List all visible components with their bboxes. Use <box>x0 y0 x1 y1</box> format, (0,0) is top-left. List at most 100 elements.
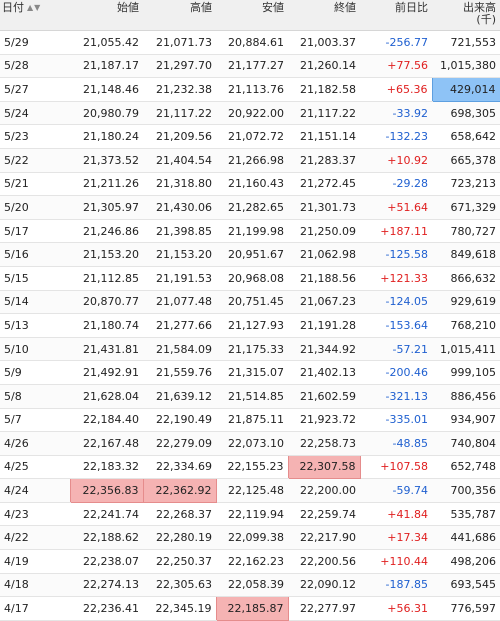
cell-close: 22,259.74 <box>288 502 360 527</box>
cell-date: 4/19 <box>0 549 70 574</box>
column-header-low: 安値 <box>216 0 288 31</box>
cell-open: 21,112.85 <box>70 266 143 291</box>
cell-low: 21,282.65 <box>216 195 288 220</box>
cell-close: 22,307.58 <box>287 454 361 480</box>
cell-date: 5/22 <box>0 148 70 173</box>
cell-date: 5/17 <box>0 219 70 244</box>
cell-change: +10.92 <box>360 148 432 173</box>
column-header-close: 終値 <box>288 0 360 31</box>
cell-date: 5/13 <box>0 313 70 338</box>
cell-open: 21,148.46 <box>70 77 143 102</box>
cell-close: 22,217.90 <box>288 525 360 551</box>
cell-volume: 698,305 <box>432 101 500 126</box>
cell-date: 4/18 <box>0 573 70 598</box>
cell-open: 22,274.13 <box>70 573 143 598</box>
cell-close: 21,301.73 <box>288 195 360 220</box>
cell-high: 21,404.54 <box>143 148 216 173</box>
cell-low: 22,125.48 <box>216 478 288 503</box>
cell-high: 21,398.85 <box>143 219 216 244</box>
cell-change: +56.31 <box>360 596 432 621</box>
cell-change: -33.92 <box>360 101 432 126</box>
cell-close: 21,188.56 <box>288 266 360 291</box>
cell-date: 5/15 <box>0 266 70 291</box>
cell-change: +41.84 <box>360 502 432 527</box>
column-header-open: 始値 <box>70 0 143 31</box>
cell-close: 21,067.23 <box>288 290 360 315</box>
table-row: 4/26 22,167.48 22,279.09 22,073.10 22,258.73… <box>0 431 500 456</box>
cell-high: 22,334.69 <box>143 455 216 480</box>
cell-change: +121.33 <box>360 266 432 291</box>
table-row: 4/19 22,238.07 22,250.37 22,162.23 22,200.56… <box>0 549 500 574</box>
cell-high: 22,250.37 <box>143 549 216 574</box>
cell-change: +107.58 <box>360 455 432 480</box>
cell-change: -256.77 <box>360 30 432 55</box>
table-row: 4/24 22,356.83 22,362.92 22,125.48 22,200.00… <box>0 478 500 503</box>
cell-open: 21,180.24 <box>70 124 143 149</box>
cell-date: 5/8 <box>0 384 70 409</box>
cell-low: 22,119.94 <box>216 502 288 527</box>
sort-arrows-icon[interactable]: ▲▼ <box>27 3 42 12</box>
cell-date: 5/20 <box>0 195 70 220</box>
cell-high: 21,430.06 <box>143 195 216 220</box>
cell-low: 21,315.07 <box>216 360 288 385</box>
cell-volume: 441,686 <box>432 525 500 551</box>
cell-high: 21,191.53 <box>143 266 216 291</box>
cell-open: 20,980.79 <box>70 101 143 126</box>
table-row: 4/22 22,188.62 22,280.19 22,099.38 22,217.90… <box>0 525 500 551</box>
cell-high: 22,305.63 <box>143 573 216 598</box>
cell-high: 21,153.20 <box>143 242 216 267</box>
cell-change: +110.44 <box>360 549 432 574</box>
column-header-date[interactable]: 日付 ▲▼ <box>0 0 70 31</box>
column-header-change-label: 前日比 <box>395 1 428 14</box>
cell-change: +187.11 <box>360 219 432 244</box>
table-row: 5/28 21,187.17 21,297.70 21,177.27 21,260.14… <box>0 54 500 79</box>
cell-low: 21,113.76 <box>216 77 288 102</box>
column-header-low-label: 安値 <box>262 1 284 14</box>
table-row: 4/23 22,241.74 22,268.37 22,119.94 22,259.74… <box>0 502 500 527</box>
table-row: 5/27 21,148.46 21,232.38 21,113.76 21,182.58… <box>0 77 500 102</box>
cell-volume: 671,329 <box>432 195 500 220</box>
cell-high: 21,297.70 <box>143 54 216 79</box>
cell-volume: 768,210 <box>432 313 500 338</box>
cell-close: 22,200.00 <box>288 478 360 503</box>
cell-volume: 740,804 <box>432 431 500 456</box>
cell-open: 22,356.83 <box>69 478 144 503</box>
cell-close: 21,062.98 <box>288 242 360 267</box>
cell-high: 21,584.09 <box>143 337 216 362</box>
cell-date: 4/26 <box>0 431 70 456</box>
header-row: 日付 ▲▼ 始値 高値 安値 終値 前日比 出来高 (千) <box>0 0 500 31</box>
cell-open: 21,628.04 <box>70 384 143 409</box>
table-row: 4/25 22,183.32 22,334.69 22,155.23 22,307.58… <box>0 454 500 480</box>
cell-open: 22,241.74 <box>70 502 143 527</box>
cell-date: 5/9 <box>0 360 70 385</box>
cell-low: 21,127.93 <box>216 313 288 338</box>
cell-volume: 652,748 <box>432 455 500 480</box>
table-row: 5/22 21,373.52 21,404.54 21,266.98 21,283.37… <box>0 148 500 173</box>
cell-volume: 866,632 <box>432 266 500 291</box>
cell-volume: 934,907 <box>432 408 500 433</box>
cell-high: 22,345.19 <box>143 596 216 621</box>
column-header-high-label: 高値 <box>190 1 212 14</box>
table-row: 5/23 21,180.24 21,209.56 21,072.72 21,151.14… <box>0 124 500 149</box>
column-header-volume: 出来高 (千) <box>432 0 500 31</box>
cell-volume: 999,105 <box>432 360 500 385</box>
cell-high: 21,232.38 <box>143 77 216 102</box>
cell-open: 21,180.74 <box>70 313 143 338</box>
cell-date: 5/24 <box>0 101 70 126</box>
cell-low: 21,514.85 <box>216 384 288 409</box>
column-header-volume-unit: (千) <box>476 13 496 26</box>
cell-low: 21,875.11 <box>216 408 288 433</box>
cell-high: 22,280.19 <box>143 525 216 551</box>
cell-high: 21,277.66 <box>143 313 216 338</box>
cell-close: 21,283.37 <box>288 148 360 173</box>
table-row: 5/15 21,112.85 21,191.53 20,968.08 21,188.56… <box>0 266 500 291</box>
table-row: 5/8 21,628.04 21,639.12 21,514.85 21,602.59-… <box>0 384 500 409</box>
cell-close: 22,277.97 <box>288 596 360 621</box>
table-row: 5/17 21,246.86 21,398.85 21,199.98 21,250.09… <box>0 219 500 244</box>
cell-volume: 776,597 <box>432 596 500 621</box>
cell-volume: 535,787 <box>432 502 500 527</box>
cell-date: 5/16 <box>0 242 70 267</box>
cell-low: 20,751.45 <box>216 290 288 315</box>
cell-change: -57.21 <box>360 337 432 362</box>
cell-open: 21,187.17 <box>70 54 143 79</box>
